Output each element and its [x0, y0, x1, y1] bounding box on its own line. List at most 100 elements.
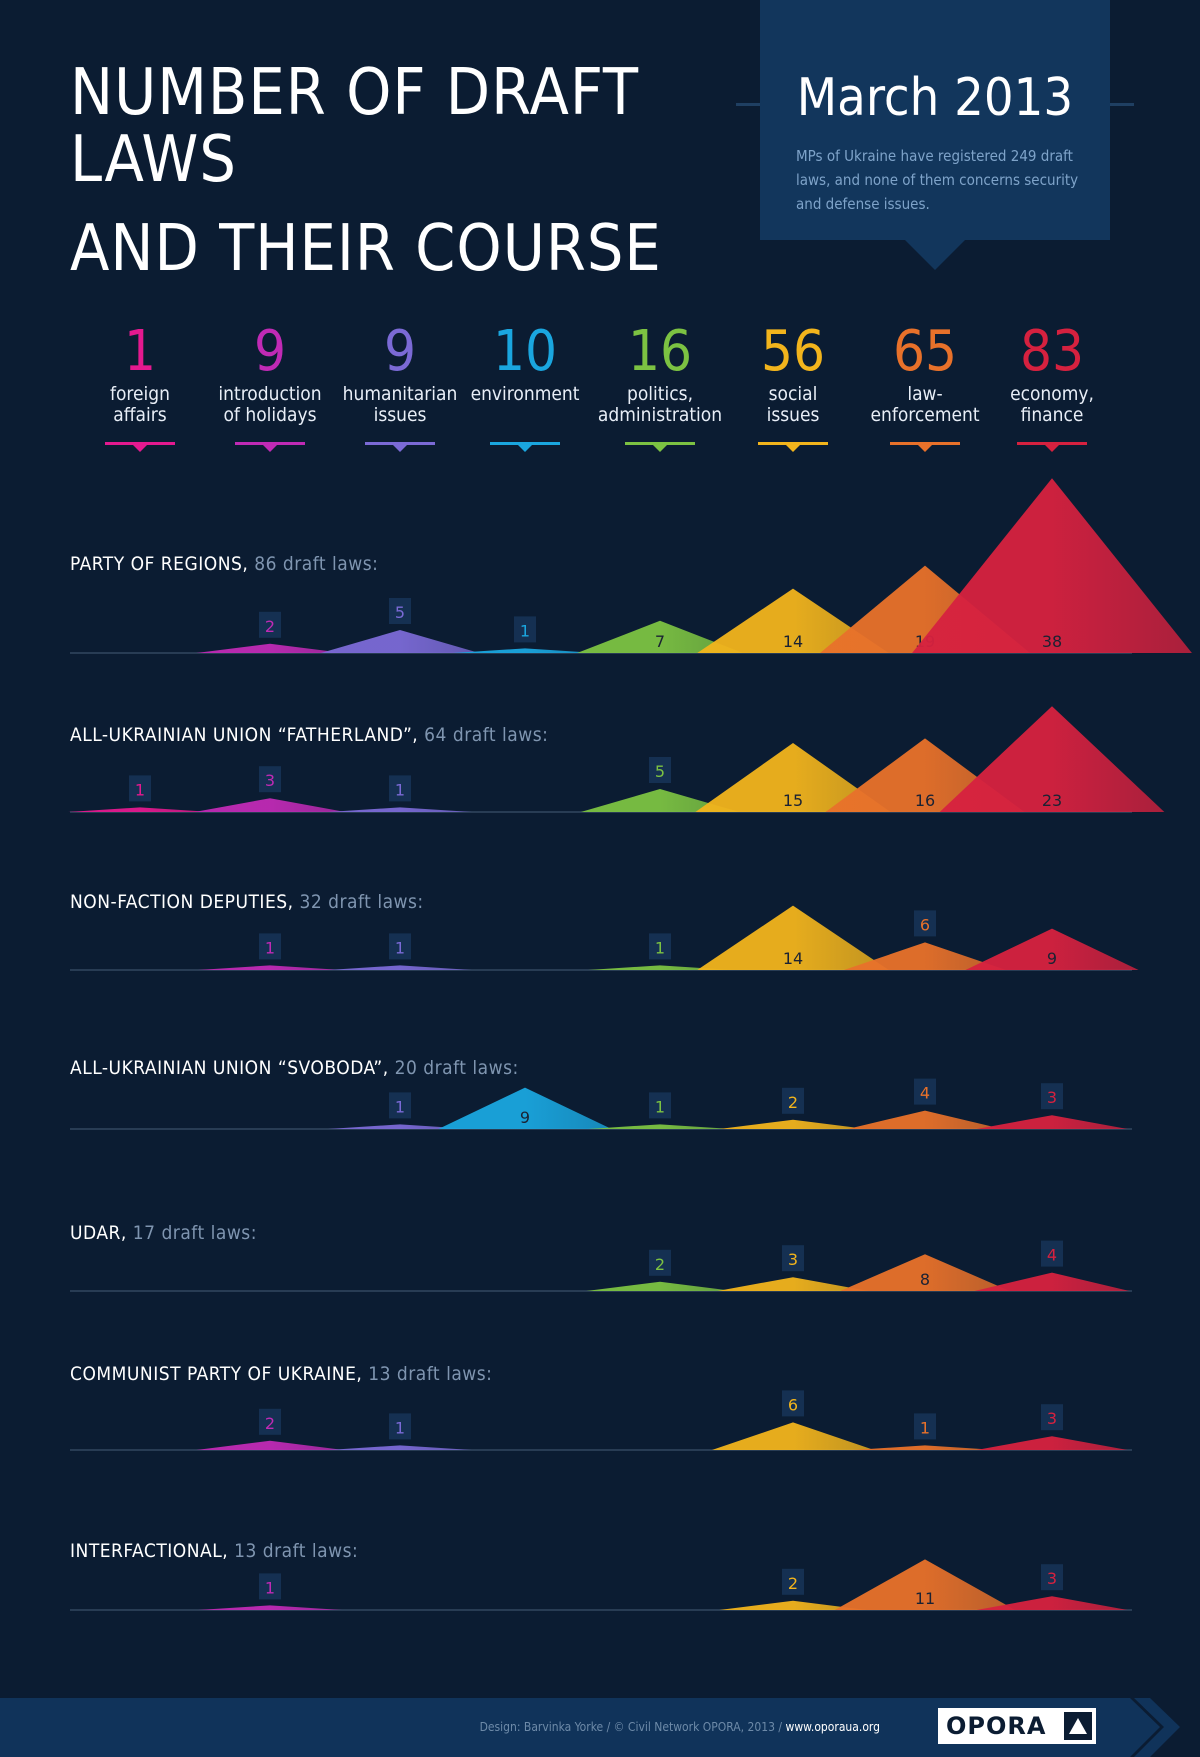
opora-logo: OPORA	[938, 1708, 1096, 1744]
data-peak	[719, 1119, 867, 1129]
category-total: 65	[892, 319, 958, 384]
category-total: 9	[383, 319, 417, 384]
value-label-bg	[129, 775, 151, 802]
value-label: 7	[655, 632, 665, 651]
value-label: 3	[265, 771, 275, 790]
data-peak	[834, 1559, 1016, 1610]
value-label-bg	[1041, 1404, 1063, 1431]
category-3: 10 environment	[455, 320, 595, 405]
data-peak	[976, 1115, 1128, 1129]
party-name: UDAR,	[70, 1222, 133, 1244]
value-label-bg	[782, 1568, 804, 1595]
party-label: COMMUNIST PARTY OF UKRAINE, 13 draft law…	[70, 1363, 492, 1385]
category-legend: 1 foreign affairs 9 introduction of holiday…	[0, 319, 1200, 452]
party-name: NON-FACTION DEPUTIES,	[70, 891, 300, 913]
category-total: 56	[760, 319, 826, 384]
party-count: 64 draft laws:	[424, 724, 549, 746]
data-peak	[711, 1422, 875, 1450]
value-label-bg	[259, 1573, 281, 1600]
category-label: humanitarian issues	[342, 383, 458, 426]
value-label: 6	[920, 915, 930, 934]
party-name: PARTY OF REGIONS,	[70, 553, 255, 575]
value-label: 4	[920, 1084, 930, 1103]
credit-text: Design: Barvinka Yorke / © Civil Network…	[479, 1720, 783, 1734]
value-label-bg	[259, 611, 281, 638]
value-label: 8	[920, 1270, 930, 1289]
value-label: 1	[520, 621, 530, 640]
value-label: 1	[920, 1418, 930, 1437]
footer: Design: Barvinka Yorke / © Civil Network…	[0, 1698, 1200, 1757]
category-total: 9	[253, 319, 287, 384]
category-total: 10	[492, 319, 558, 384]
value-label: 2	[788, 1574, 798, 1593]
data-peak	[847, 1110, 1003, 1129]
value-label-bg	[914, 1078, 936, 1105]
data-peak	[453, 648, 597, 653]
data-peak	[68, 807, 212, 812]
value-label: 3	[788, 1250, 798, 1269]
value-label: 1	[265, 938, 275, 957]
value-label: 3	[1047, 1088, 1057, 1107]
data-peak	[320, 630, 480, 653]
value-label-bg	[914, 910, 936, 937]
category-4: 16 politics, administration	[590, 320, 730, 426]
value-label: 14	[783, 949, 803, 968]
data-peak	[196, 643, 344, 653]
value-label-bg	[649, 1249, 671, 1276]
category-marker	[758, 442, 828, 452]
value-label: 1	[395, 1418, 405, 1437]
data-peak	[976, 1436, 1128, 1450]
party-name: ALL-UKRAINIAN UNION “SVOBODA”,	[70, 1057, 395, 1079]
value-label: 9	[520, 1108, 530, 1127]
website-link[interactable]: www.oporaua.org	[785, 1720, 881, 1734]
data-peak	[588, 1124, 732, 1129]
value-label-bg	[389, 1092, 411, 1119]
title-block: NUMBER OF DRAFT LAWS AND THEIR COURSE	[70, 56, 730, 284]
value-label-bg	[389, 598, 411, 624]
party-name: COMMUNIST PARTY OF UKRAINE,	[70, 1363, 369, 1385]
data-peak	[196, 1440, 344, 1450]
logo-triangle-icon	[1064, 1712, 1092, 1740]
category-marker	[490, 442, 560, 452]
category-marker	[1017, 442, 1087, 452]
value-label: 6	[788, 1395, 798, 1414]
category-2: 9 humanitarian issues	[330, 320, 470, 426]
value-label: 1	[395, 938, 405, 957]
data-peak	[912, 478, 1192, 653]
data-peak	[976, 1596, 1128, 1610]
category-total: 16	[627, 319, 693, 384]
party-count: 20 draft laws:	[394, 1057, 519, 1079]
category-6: 65 law-enforcement	[855, 320, 995, 426]
value-label: 16	[915, 791, 935, 810]
value-label-bg	[649, 757, 671, 783]
category-label: economy, finance	[1010, 383, 1094, 426]
data-peak	[438, 1087, 612, 1129]
data-peak	[719, 1600, 867, 1610]
value-label: 3	[1047, 1409, 1057, 1428]
value-label-bg	[782, 1087, 804, 1114]
data-peak	[586, 1281, 734, 1291]
data-peak	[328, 807, 472, 812]
page-title-line1: NUMBER OF DRAFT LAWS	[70, 56, 640, 198]
party-count: 13 draft laws:	[368, 1363, 493, 1385]
party-label: NON-FACTION DEPUTIES, 32 draft laws:	[70, 891, 424, 913]
data-peak	[843, 942, 1007, 970]
footer-credit: Design: Barvinka Yorke / © Civil Network…	[480, 1720, 880, 1734]
data-peak	[328, 1124, 472, 1129]
data-peak	[588, 965, 732, 970]
category-marker	[890, 442, 960, 452]
data-peak	[939, 706, 1165, 812]
category-marker	[235, 442, 305, 452]
value-label: 5	[395, 603, 405, 622]
category-label: politics, administration	[597, 383, 723, 426]
date-title: March 2013	[796, 68, 1074, 128]
party-label: ALL-UKRAINIAN UNION “SVOBODA”, 20 draft …	[70, 1057, 519, 1079]
party-count: 86 draft laws:	[254, 553, 379, 575]
data-peak	[198, 1605, 342, 1610]
value-label: 9	[1047, 949, 1057, 968]
value-label-bg	[389, 775, 411, 802]
value-label: 1	[395, 1097, 405, 1116]
category-5: 56 social issues	[723, 320, 863, 426]
value-label: 2	[655, 1255, 665, 1274]
value-label-bg	[649, 933, 671, 960]
